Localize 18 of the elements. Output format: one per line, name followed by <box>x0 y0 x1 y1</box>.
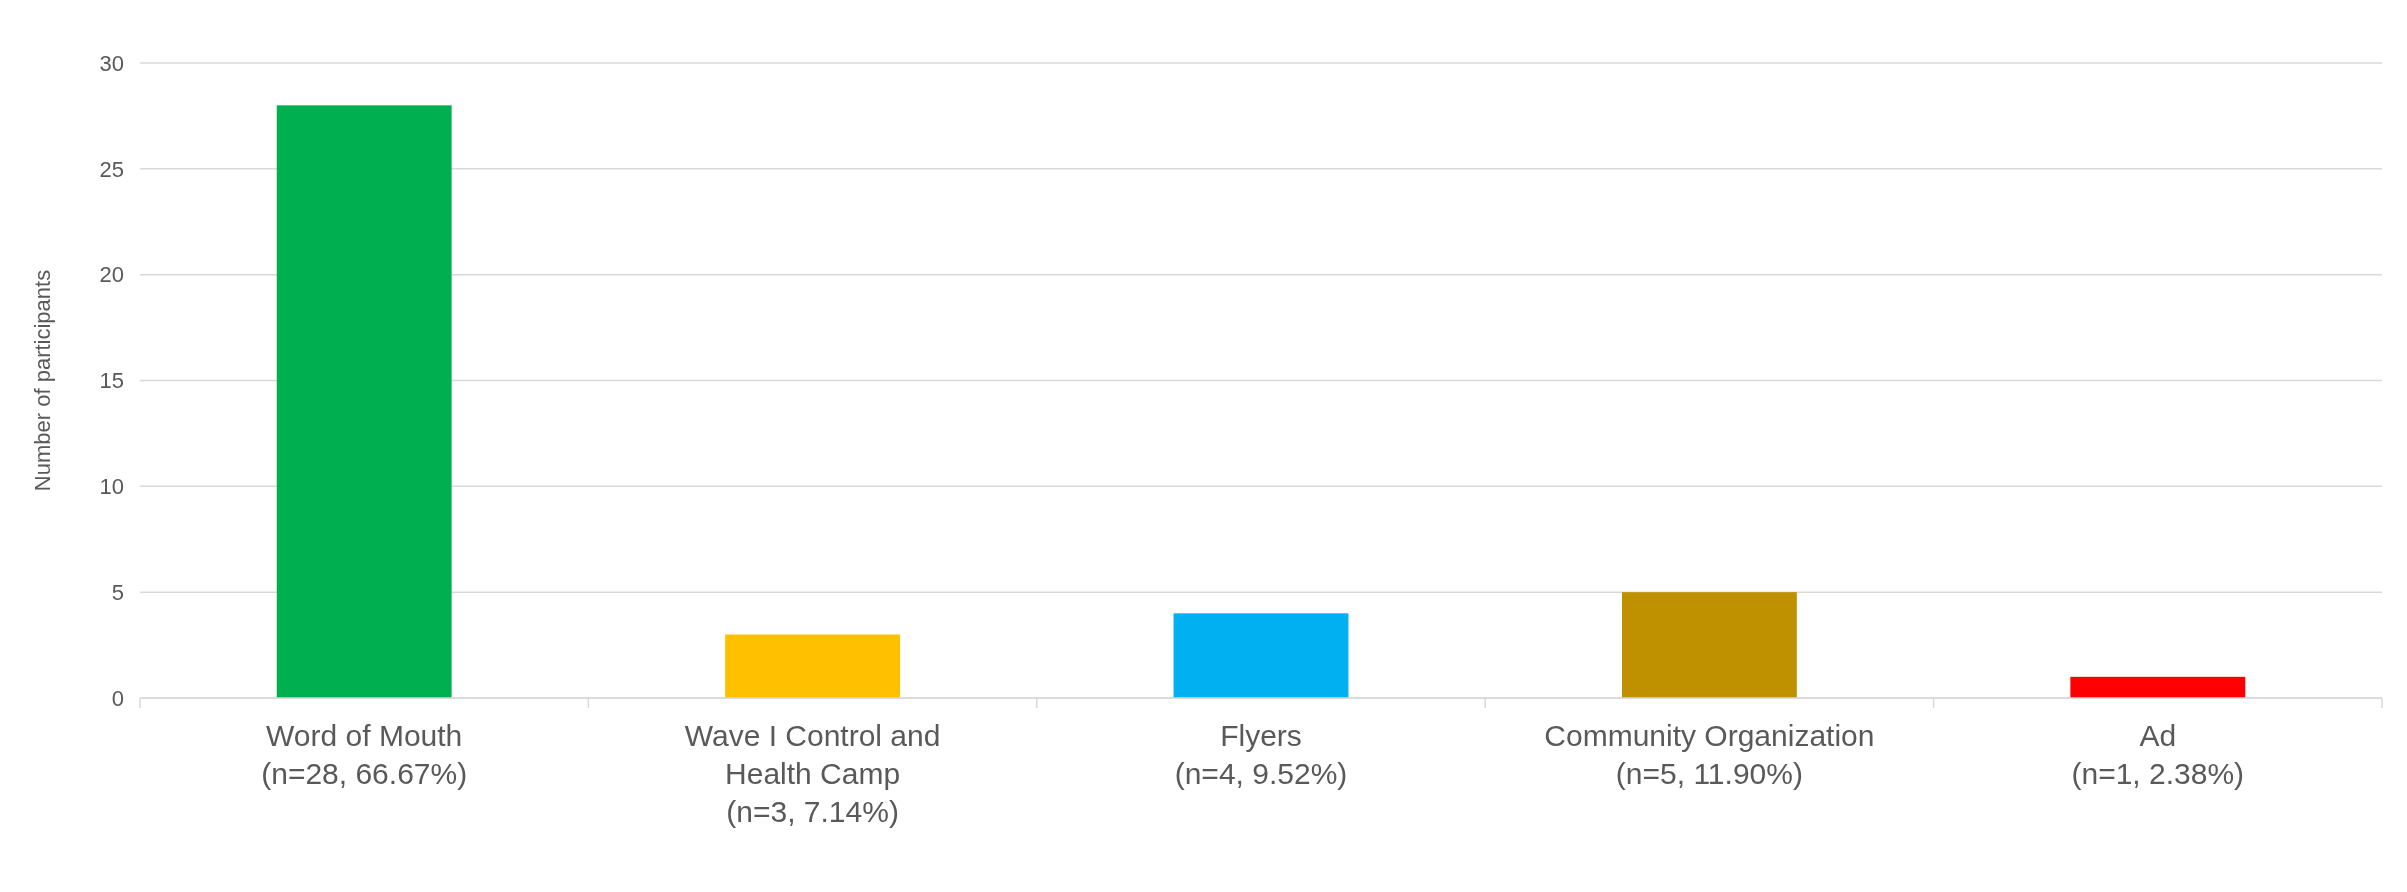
x-tick-label: Word of Mouth (n=28, 66.67%) <box>261 719 468 790</box>
y-axis-title: Number of participants <box>30 269 55 492</box>
bar <box>725 634 901 698</box>
bar <box>1621 592 1797 698</box>
y-tick-label: 30 <box>99 50 124 76</box>
x-tick-label: Wave I Control and Health Camp (n=3, 7.14%) <box>684 719 941 828</box>
y-tick-label: 0 <box>111 685 124 711</box>
y-tick-label: 10 <box>99 474 124 500</box>
x-tick-label: Ad (n=1, 2.38%) <box>2071 719 2245 790</box>
bar <box>1173 613 1349 698</box>
y-tick-label: 20 <box>99 262 124 288</box>
bar <box>276 105 452 698</box>
bar <box>2070 676 2246 698</box>
y-tick-label: 15 <box>99 368 124 394</box>
x-tick-label: Community Organization (n=5, 11.90%) <box>1544 719 1875 790</box>
y-tick-label: 25 <box>99 156 124 182</box>
y-tick-label: 5 <box>111 579 124 605</box>
x-tick-label: Flyers (n=4, 9.52%) <box>1174 719 1348 790</box>
